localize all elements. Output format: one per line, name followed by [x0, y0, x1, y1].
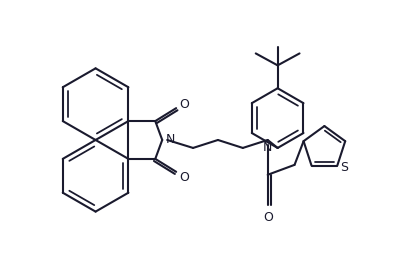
- Text: N: N: [263, 141, 272, 154]
- Text: N: N: [166, 134, 175, 147]
- Text: S: S: [340, 161, 348, 174]
- Text: O: O: [179, 98, 189, 111]
- Text: O: O: [179, 171, 189, 184]
- Text: O: O: [263, 211, 272, 224]
